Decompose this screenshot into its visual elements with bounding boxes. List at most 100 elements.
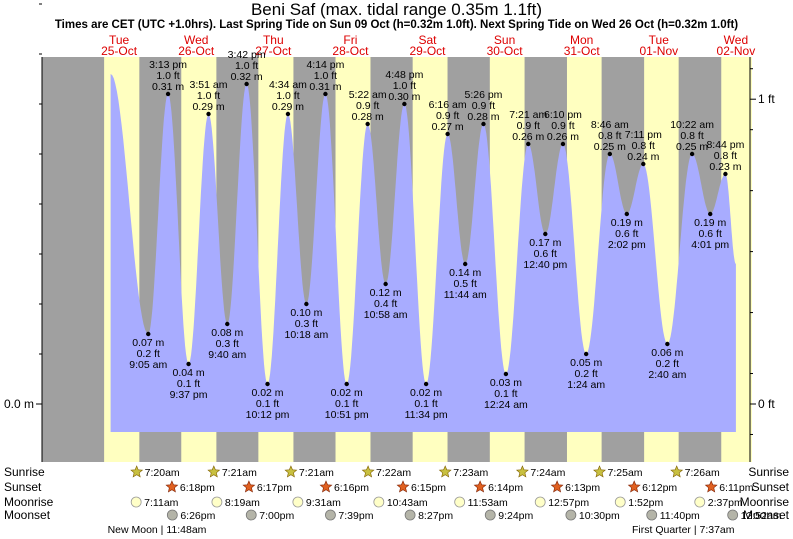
extreme-dot [624, 211, 630, 217]
extreme-label: 0.3 ft [295, 318, 318, 330]
sunrise-icon [515, 465, 529, 478]
sunset-time: 6:12pm [642, 482, 677, 494]
extreme-label: 0.1 ft [414, 398, 437, 410]
extreme-label: 5:22 am [349, 89, 387, 101]
extreme-label: 12:24 am [484, 399, 528, 411]
sunrise-time: 7:21am [299, 467, 334, 479]
moonrise-time: 10:43am [387, 497, 428, 509]
axes: 0.0 m 0 ft 1 ft [4, 3, 775, 462]
moonset-time: 6:26pm [180, 510, 215, 522]
moonset-time: 11:40pm [660, 510, 700, 522]
extreme-label: 0.4 ft [374, 298, 397, 310]
row-label-right: Moonrise [740, 495, 790, 509]
sunset-time: 6:14pm [488, 482, 523, 494]
extreme-dot [560, 141, 566, 147]
sunrise-icon [130, 465, 144, 478]
extreme-label: 4:14 pm [306, 59, 344, 71]
sunset-time: 6:17pm [257, 482, 292, 494]
day-name: Sun [494, 33, 515, 47]
sunset-icon [165, 480, 179, 493]
moonset-icon [565, 509, 577, 521]
extreme-dot [304, 301, 309, 307]
row-label-right: Sunrise [748, 465, 789, 479]
extreme-label: 0.08 m [211, 327, 243, 339]
extreme-label: 0.2 ft [656, 358, 679, 370]
extreme-label: 0.9 ft [436, 110, 459, 122]
extreme-label: 0.28 m [467, 111, 499, 123]
moonset-icon [404, 509, 416, 521]
extreme-dot [665, 341, 670, 347]
sunrise-time: 7:23am [453, 467, 488, 479]
moonrise-time: 1:52pm [628, 497, 663, 509]
extreme-dot [423, 381, 429, 387]
extreme-label: 0.26 m [512, 131, 544, 143]
tide-area-path [110, 74, 736, 432]
extreme-label: 0.5 ft [454, 278, 477, 290]
extreme-label: 3:42 pm [228, 49, 266, 61]
extreme-label: 0.04 m [173, 367, 205, 379]
extreme-label: 0.9 ft [356, 100, 379, 112]
moonrise-time: 8:19am [225, 497, 260, 509]
extreme-dot [383, 281, 388, 287]
moonrise-time: 2:37pm [708, 497, 743, 509]
extreme-label: 7:11 pm [625, 129, 662, 141]
moonset-icon [325, 509, 336, 521]
extreme-label: 0.07 m [132, 337, 164, 349]
sunrise-time: 7:21am [222, 467, 257, 479]
extreme-label: 0.1 ft [494, 388, 517, 400]
extreme-label: 0.24 m [627, 151, 659, 163]
row-label-left: Sunset [4, 480, 42, 494]
sunset-icon [319, 480, 333, 493]
day-headers: Tue25-OctWed26-OctThu27-OctFri28-OctSat2… [101, 33, 755, 58]
sunset-time: 6:11pm [719, 482, 753, 494]
extreme-dot [543, 231, 548, 237]
extreme-dot [708, 211, 713, 217]
row-label-right: Sunset [752, 480, 790, 494]
extreme-label: 0.31 m [309, 81, 341, 93]
extreme-dot [146, 331, 151, 337]
day-date: 28-Oct [332, 44, 369, 58]
sunrise-icon [207, 465, 221, 478]
extreme-label: 1.0 ft [276, 90, 299, 102]
extreme-dot [344, 381, 349, 387]
day-name: Tue [109, 33, 130, 47]
moonset-time: 7:39pm [338, 510, 373, 522]
extreme-label: 0.14 m [449, 267, 481, 279]
extreme-label: 0.10 m [290, 307, 322, 319]
row-label-left: Moonset [4, 508, 51, 522]
tide-area [110, 74, 736, 432]
extreme-label: 0.02 m [331, 387, 363, 399]
moonset-time: 8:27pm [418, 510, 453, 522]
extreme-label: 0.27 m [432, 121, 464, 133]
extreme-label: 0.25 m [594, 141, 626, 153]
sunrise-time: 7:26am [685, 467, 720, 479]
extreme-dot [503, 371, 509, 377]
extreme-label: 0.17 m [529, 237, 561, 249]
left-tick-label: 0.0 m [4, 397, 34, 411]
extreme-label: 10:51 pm [325, 409, 369, 421]
extreme-label: 3:51 am [190, 79, 228, 91]
extreme-label: 0.8 ft [632, 140, 655, 152]
day-date: 25-Oct [101, 44, 138, 58]
extreme-label: 0.1 ft [335, 398, 358, 410]
extreme-label: 3:13 pm [149, 59, 187, 71]
extreme-dot [365, 121, 370, 127]
sunset-icon [242, 480, 256, 493]
daylight-band [742, 57, 750, 462]
extreme-dot [526, 141, 531, 147]
moonset-icon [166, 509, 178, 521]
extreme-label: 11:44 am [444, 289, 487, 301]
moonset-time: 10:30pm [579, 510, 620, 522]
day-name: Tue [649, 33, 670, 47]
extreme-label: 2:02 pm [608, 239, 646, 251]
day-date: 29-Oct [409, 44, 446, 58]
moonset-icon [646, 509, 658, 521]
moonrise-icon [373, 496, 385, 508]
moonrise-icon [454, 496, 466, 508]
extreme-dot [583, 351, 589, 357]
right-tick-label: 1 ft [758, 92, 775, 106]
moonrise-time: 7:11am [144, 497, 178, 509]
extreme-dot [463, 261, 468, 267]
